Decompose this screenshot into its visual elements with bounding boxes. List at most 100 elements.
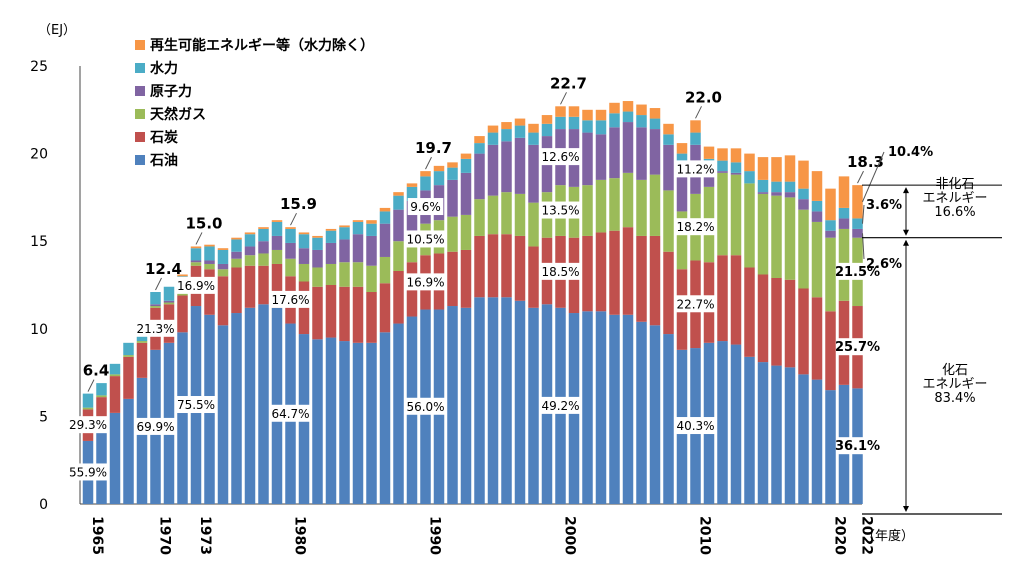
- bar-segment: [217, 263, 229, 270]
- bar-segment: [339, 286, 350, 342]
- bar-segment: [474, 136, 485, 144]
- bar-segment: [825, 390, 836, 504]
- share-label: 22.7%: [676, 297, 714, 311]
- bar-segment: [636, 127, 647, 180]
- bar-segment: [204, 244, 215, 247]
- bar-segment: [636, 321, 647, 504]
- bar-segment: [474, 153, 485, 200]
- bar-segment: [460, 172, 472, 215]
- total-label: 19.7: [415, 139, 452, 157]
- bar-segment: [798, 188, 809, 200]
- fossil-label: エネルギー: [922, 377, 987, 392]
- share-label: 21.5%: [835, 265, 880, 280]
- bar-segment: [366, 292, 377, 343]
- share-label: 25.7%: [835, 340, 880, 355]
- bar-segment: [123, 355, 134, 357]
- bar-segment: [703, 146, 715, 159]
- bar-segment: [204, 246, 215, 261]
- bar-segment: [852, 185, 863, 219]
- bar-segment: [460, 153, 472, 159]
- legend-swatch: [135, 63, 145, 73]
- bar-segment: [501, 122, 512, 130]
- bar-segment: [636, 115, 647, 128]
- fossil-arrow-head-bottom: [903, 506, 909, 512]
- bar-segment: [393, 195, 404, 210]
- y-unit-label: （EJ）: [38, 23, 76, 38]
- bar-segment: [312, 235, 323, 238]
- bar-segment: [744, 267, 755, 357]
- bar-segment: [501, 129, 512, 142]
- bar-segment: [82, 393, 94, 408]
- bar-segment: [717, 172, 728, 256]
- bar-segment: [595, 232, 607, 312]
- bar-segment: [609, 230, 620, 315]
- bar-segment: [244, 246, 256, 256]
- bar-segment: [150, 304, 161, 307]
- bar-segment: [298, 248, 310, 264]
- share-label: 12.6%: [541, 150, 579, 164]
- bar-segment: [285, 242, 296, 259]
- total-leader-line: [155, 277, 162, 291]
- bar-segment: [730, 162, 742, 173]
- bar-segment: [744, 171, 755, 184]
- x-tick-label: 1980: [292, 516, 308, 555]
- legend-swatch: [135, 86, 145, 96]
- bar-segment: [649, 174, 661, 236]
- bar-segment: [298, 232, 310, 235]
- y-tick-label: 10: [30, 322, 48, 338]
- share-label-box: [836, 338, 879, 356]
- bar-segment: [352, 221, 364, 235]
- bar-segment: [379, 211, 391, 224]
- bar-segment: [798, 374, 809, 504]
- y-tick-label: 5: [39, 409, 48, 425]
- bar-segment: [811, 221, 823, 298]
- y-tick-label: 25: [30, 59, 48, 75]
- legend-label: 石油: [149, 152, 178, 169]
- bar-segment: [784, 155, 796, 182]
- share-label-box: [269, 404, 312, 422]
- share-label-box: [407, 198, 444, 216]
- bar-segment: [244, 307, 256, 504]
- bar-segment: [798, 199, 809, 210]
- bar-segment: [217, 269, 229, 277]
- bar-segment: [622, 314, 634, 504]
- bar-segment: [231, 239, 242, 252]
- share-label: 69.9%: [136, 420, 174, 434]
- bar-segment: [271, 235, 283, 250]
- bar-segment: [649, 129, 661, 175]
- bar-segment: [379, 207, 391, 212]
- bar-segment: [474, 297, 485, 504]
- share-label: 49.2%: [541, 399, 579, 413]
- bar-segment: [163, 302, 175, 305]
- bar-segment: [271, 249, 283, 264]
- bar-segment: [595, 311, 607, 504]
- bar-segment: [636, 235, 647, 322]
- bar-segment: [838, 207, 850, 219]
- share-label-box: [174, 276, 218, 294]
- bar-segment: [825, 188, 836, 221]
- bar-segment: [798, 209, 809, 289]
- bar-segment: [582, 235, 593, 312]
- bar-segment: [528, 202, 539, 247]
- bar-segment: [325, 263, 337, 285]
- bar-segment: [703, 171, 715, 187]
- x-tick-label: 1973: [197, 516, 213, 555]
- bar-segment: [190, 248, 202, 261]
- fossil-arrow-head-top: [903, 239, 909, 246]
- bar-segment: [730, 344, 742, 504]
- bar-segment: [852, 228, 863, 238]
- bar-segment: [312, 249, 323, 268]
- bar-segment: [136, 342, 148, 378]
- non-fossil-label: 非化石: [935, 177, 974, 192]
- share-label-box: [134, 417, 177, 435]
- bar-segment: [663, 134, 674, 145]
- bar-segment: [271, 263, 283, 308]
- total-label: 22.7: [550, 74, 587, 92]
- bar-segment: [811, 200, 823, 212]
- x-tick-label: 2020: [832, 516, 848, 555]
- share-label-box: [674, 295, 717, 313]
- bar-segment: [744, 356, 755, 504]
- bar-segment: [325, 337, 337, 504]
- bar-segment: [852, 218, 863, 229]
- bar-segment: [514, 137, 526, 194]
